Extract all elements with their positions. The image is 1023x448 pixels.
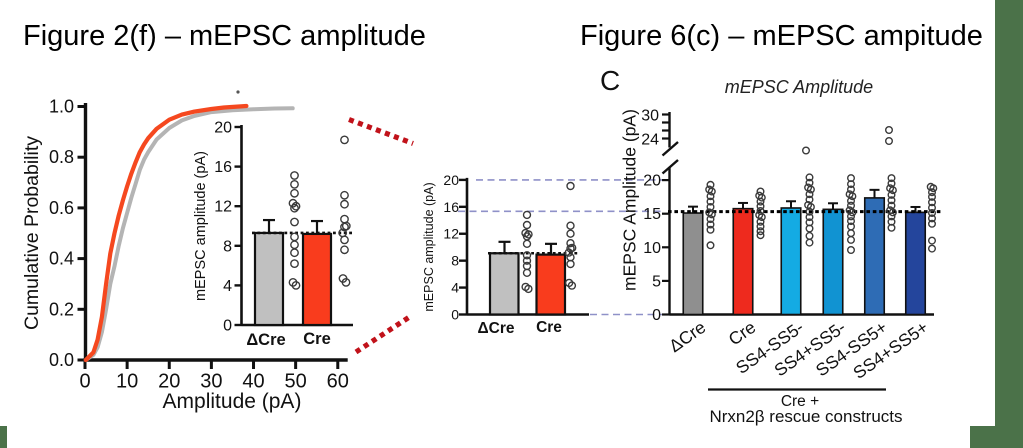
svg-text:8: 8 [451,253,459,269]
svg-text:8: 8 [223,238,232,255]
svg-text:0: 0 [451,307,459,323]
svg-text:0: 0 [223,318,232,335]
svg-text:30: 30 [641,108,659,125]
svg-text:ΔCre: ΔCre [246,331,285,349]
svg-text:Cre: Cre [303,330,331,348]
svg-text:12: 12 [443,226,459,242]
svg-text:40: 40 [242,371,264,393]
svg-text:30: 30 [200,371,222,393]
svg-text:0: 0 [79,371,90,393]
svg-text:16: 16 [443,199,459,215]
svg-text:5: 5 [652,273,661,290]
svg-text:0.0: 0.0 [49,350,74,370]
svg-text:Figure 2(f) – mEPSC amplitude: Figure 2(f) – mEPSC amplitude [23,20,426,52]
svg-text:0.4: 0.4 [49,249,74,269]
svg-text:20: 20 [214,120,232,137]
svg-text:15: 15 [643,206,661,223]
svg-text:mEPSC Amplitude (pA): mEPSC Amplitude (pA) [620,109,640,291]
svg-text:mEPSC amplitude (pA): mEPSC amplitude (pA) [422,182,436,311]
svg-text:12: 12 [214,199,232,216]
svg-text:60: 60 [327,371,349,393]
svg-text:mEPSC Amplitude: mEPSC Amplitude [725,77,873,97]
svg-text:Cre +: Cre + [781,393,819,410]
svg-text:20: 20 [158,371,180,393]
svg-text:1.0: 1.0 [49,97,74,117]
svg-text:4: 4 [223,278,232,295]
svg-text:Cumulative Probability: Cumulative Probability [21,136,43,330]
svg-text:ΔCre: ΔCre [478,320,515,337]
svg-text:0: 0 [652,307,661,324]
svg-text:24: 24 [641,132,659,149]
svg-text:10: 10 [116,371,138,393]
svg-text:20: 20 [643,173,661,190]
svg-text:Nrxn2β rescue constructs: Nrxn2β rescue constructs [709,407,902,426]
svg-text:0.2: 0.2 [49,299,74,319]
svg-text:10: 10 [643,240,661,257]
svg-text:Amplitude (pA): Amplitude (pA) [163,390,302,413]
svg-text:C: C [600,65,620,96]
svg-text:4: 4 [451,280,459,296]
svg-text:0.6: 0.6 [49,198,74,218]
svg-text:50: 50 [285,371,307,393]
svg-text:20: 20 [443,172,459,188]
svg-text:Figure 6(c) – mEPSC ampitude: Figure 6(c) – mEPSC ampitude [580,20,983,52]
svg-text:16: 16 [214,159,232,176]
svg-text:0.8: 0.8 [49,147,74,167]
svg-text:mEPSC amplitude (pA): mEPSC amplitude (pA) [193,151,209,301]
svg-text:Cre: Cre [536,319,562,336]
